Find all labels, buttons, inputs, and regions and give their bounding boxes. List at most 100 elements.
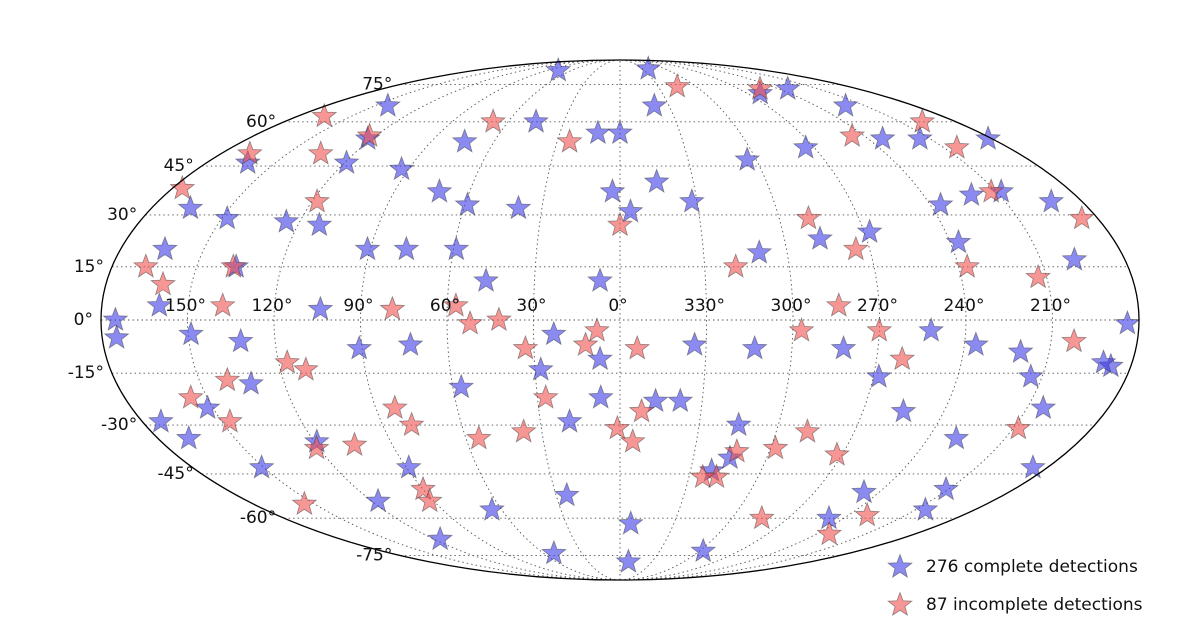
star-point <box>442 292 469 317</box>
star-point <box>1038 187 1065 213</box>
legend-label: 87 incomplete detections <box>926 595 1143 615</box>
star-point <box>830 334 857 360</box>
star-point <box>379 295 406 321</box>
star-point <box>220 253 247 278</box>
star-point <box>747 75 773 100</box>
star-point <box>762 434 789 460</box>
star-point <box>678 187 705 213</box>
star-point <box>689 463 716 489</box>
star-point <box>1068 204 1095 230</box>
grid <box>101 59 1139 581</box>
star-point <box>311 102 338 128</box>
star-point <box>832 92 859 117</box>
star-point <box>398 411 425 437</box>
star-point <box>962 331 989 356</box>
star-point <box>194 394 221 420</box>
star-point <box>1025 263 1052 289</box>
star-point <box>556 408 583 433</box>
y-tick-label: 45° <box>164 156 194 176</box>
star-point <box>307 295 334 321</box>
star-point <box>681 331 708 356</box>
star-point <box>480 108 507 133</box>
star-point <box>584 119 611 145</box>
star-point <box>642 387 669 413</box>
star-point <box>146 292 173 317</box>
star-point <box>795 204 822 230</box>
legend: 276 complete detections 87 incomplete det… <box>887 553 1143 617</box>
star-point <box>741 334 768 360</box>
star-point <box>103 324 130 349</box>
star-point <box>1061 246 1088 271</box>
star-point <box>792 134 819 159</box>
star-point <box>1007 338 1034 364</box>
star-point <box>393 235 420 261</box>
star-point <box>540 320 567 346</box>
star-point <box>178 320 205 346</box>
meridian <box>273 59 621 581</box>
y-tick-label: -30° <box>101 415 137 435</box>
star-point <box>443 235 470 261</box>
star-point <box>869 125 896 150</box>
star-point <box>587 267 614 292</box>
star-point <box>890 397 917 423</box>
star-point <box>388 155 415 181</box>
star-point <box>341 431 368 457</box>
star-point <box>473 267 499 292</box>
tick-labels: -75° -60° -45° -30° -15° 0° 15° 30° 45° 60° 75° 150… <box>68 74 1071 565</box>
x-tick-label: 210° <box>1030 296 1071 316</box>
star-point <box>214 366 241 392</box>
star-point <box>356 122 383 147</box>
star-point <box>292 356 319 381</box>
star-point <box>572 331 599 356</box>
star-point <box>304 187 331 213</box>
points <box>102 55 1141 573</box>
star-point <box>856 218 883 244</box>
star-point <box>545 56 572 82</box>
meridian <box>446 59 621 581</box>
star-point <box>346 334 373 360</box>
star-point <box>958 181 985 207</box>
star-point <box>1019 453 1046 479</box>
star-point <box>807 225 833 250</box>
star-point <box>427 525 454 551</box>
y-tick-label: -45° <box>157 464 193 484</box>
star-point <box>1017 363 1044 388</box>
star-point <box>748 504 775 530</box>
y-tick-label: -15° <box>68 363 104 383</box>
star-point <box>854 501 881 527</box>
meridian <box>187 59 621 581</box>
star-point <box>975 125 1002 150</box>
star-point <box>945 228 972 254</box>
star-point <box>238 370 264 395</box>
star-point <box>1090 349 1117 374</box>
star-point <box>664 72 691 98</box>
meridian <box>619 59 794 581</box>
star-point <box>583 317 610 342</box>
star-point <box>1114 309 1141 335</box>
star-point <box>451 128 478 153</box>
star-point <box>234 149 261 174</box>
star-point <box>635 55 662 80</box>
star-point <box>607 211 633 237</box>
star-point <box>465 424 492 450</box>
y-tick-label: -75° <box>356 546 392 566</box>
star-point <box>641 92 668 117</box>
star-point <box>532 384 559 409</box>
star-point <box>723 437 750 463</box>
star-point <box>607 119 633 145</box>
legend-marker <box>887 591 913 617</box>
star-point <box>485 306 512 332</box>
x-tick-label: 300° <box>771 296 812 316</box>
star-point <box>102 306 129 332</box>
star-point <box>175 424 202 450</box>
star-point <box>397 331 424 356</box>
star-point <box>725 411 752 437</box>
star-point <box>825 292 852 317</box>
star-point <box>667 387 694 413</box>
y-tick-label: 15° <box>74 257 104 277</box>
star-point <box>1005 414 1032 440</box>
star-point <box>236 140 263 165</box>
star-point <box>274 349 301 374</box>
x-tick-label: 120° <box>252 296 293 316</box>
